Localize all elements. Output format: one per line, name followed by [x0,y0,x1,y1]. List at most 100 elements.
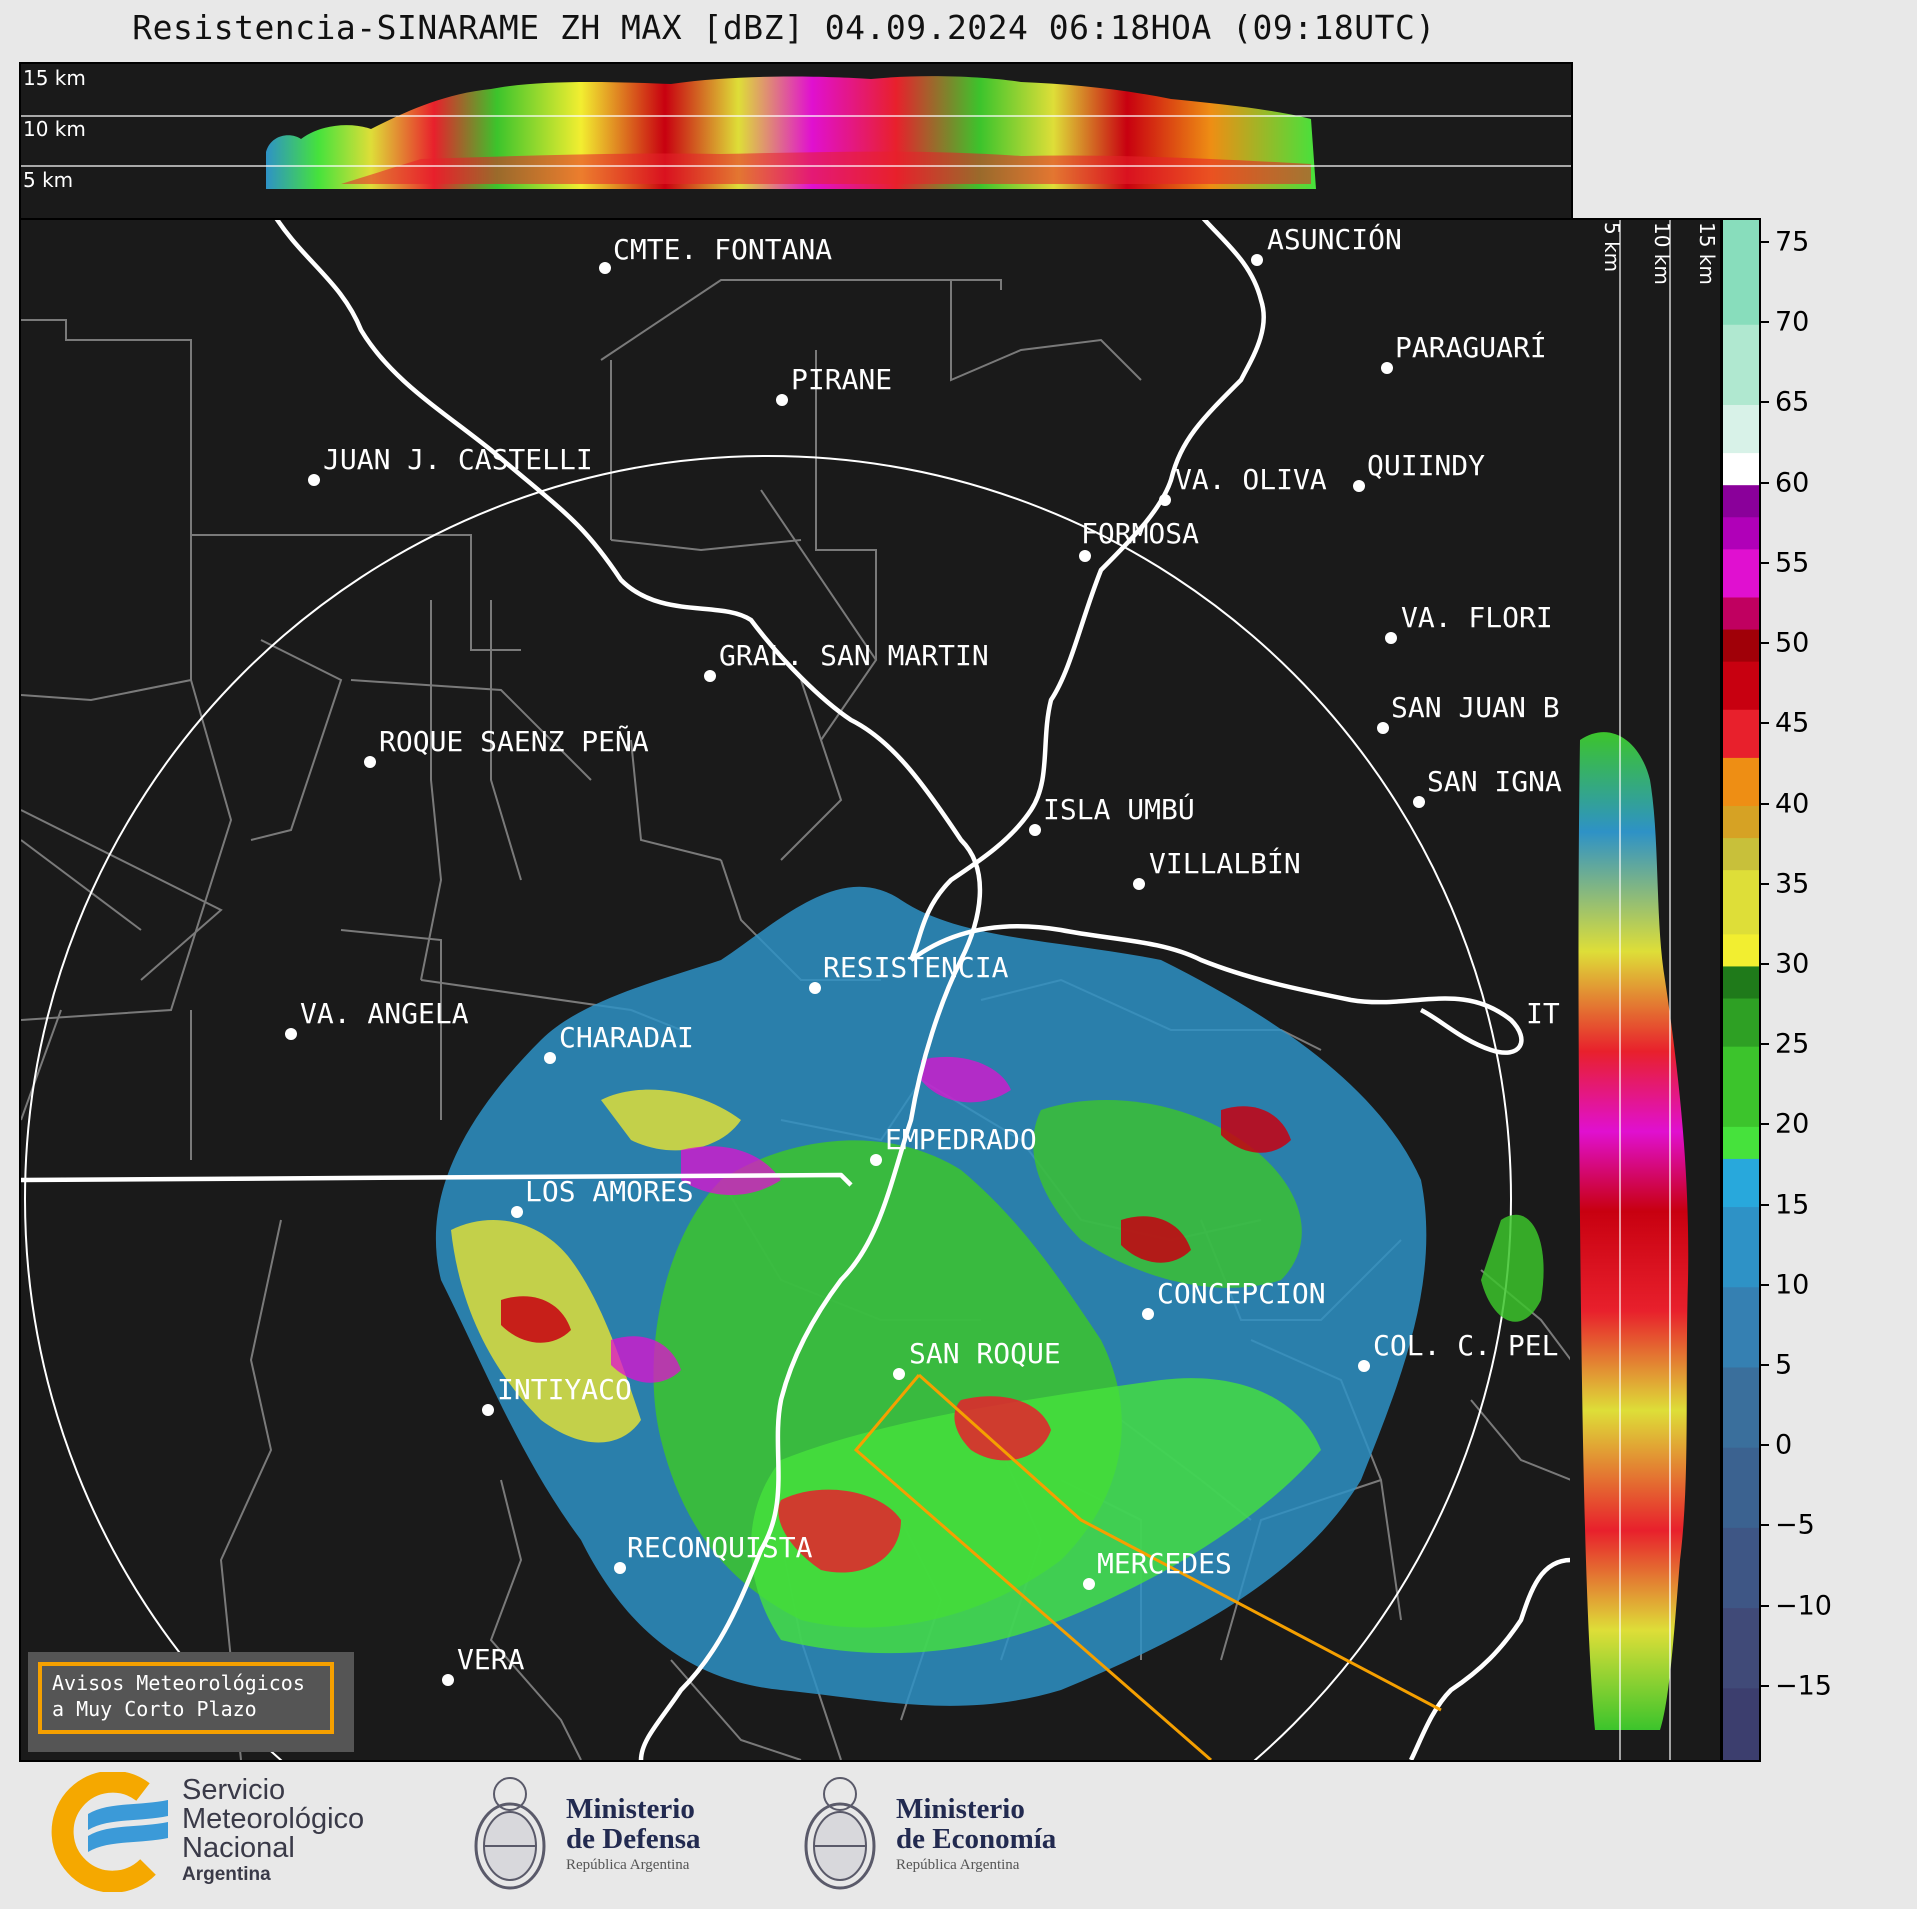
colorbar-band [1723,629,1759,662]
city-dot[interactable] [1413,796,1425,808]
city-dot[interactable] [1358,1360,1370,1372]
city-dot[interactable] [1079,550,1091,562]
city-label: VA. OLIVA [1175,463,1327,496]
colorbar-tick-mark [1759,802,1769,805]
city-dot[interactable] [308,474,320,486]
colorbar-tick-label: 25 [1775,1028,1810,1060]
city-dot[interactable] [704,670,716,682]
city-label: ROQUE SAENZ PEÑA [379,725,649,758]
colorbar-band [1723,324,1759,405]
city-dot[interactable] [1385,632,1397,644]
colorbar-tick-label: −5 [1775,1509,1815,1541]
colorbar-band [1723,837,1759,871]
economia-logo-text: Ministerio de Economía República Argenti… [896,1794,1056,1876]
smn-logo-text: Servicio Meteorológico Nacional Argentin… [182,1776,364,1887]
colorbar-band [1723,452,1759,486]
city-dot[interactable] [614,1562,626,1574]
smn-line4: Argentina [182,1864,271,1885]
radar-map-graphic [21,220,1571,1760]
colorbar-tick-mark [1759,1203,1769,1206]
colorbar-band [1723,805,1759,839]
city-label: CONCEPCION [1157,1277,1326,1310]
city-label: RESISTENCIA [823,951,1009,984]
city-dot[interactable] [364,756,376,768]
colorbar-band [1723,998,1759,1047]
map-title: Resistencia-SINARAME ZH MAX [dBZ] 04.09.… [132,8,1436,47]
city-label: MERCEDES [1097,1547,1232,1580]
economia-line2: de Economía [896,1823,1057,1855]
colorbar-tick-label: 20 [1775,1108,1810,1140]
range-ring [24,455,1512,1760]
city-dot[interactable] [809,982,821,994]
side-height-label-10: 10 km [1650,222,1674,285]
colorbar-band [1723,757,1759,807]
colorbar-tick-mark [1759,722,1769,725]
city-label: SAN IGNA [1427,765,1562,798]
colorbar-band [1723,661,1759,710]
top-height-profile: 15 km 10 km 5 km [19,62,1573,221]
colorbar-band [1723,1687,1759,1760]
city-dot[interactable] [544,1052,556,1064]
colorbar-tick-label: 75 [1775,226,1810,258]
colorbar-tick-label: −10 [1775,1590,1832,1622]
city-dot[interactable] [285,1028,297,1040]
defensa-line1: Ministerio [566,1793,695,1825]
colorbar-tick-label: 70 [1775,306,1810,338]
colorbar-tick-label: 55 [1775,547,1810,579]
colorbar-band [1723,1126,1759,1159]
city-label: FORMOSA [1081,517,1200,550]
colorbar-band [1723,1607,1759,1689]
colorbar-tick-label: −15 [1775,1670,1832,1702]
colorbar-band [1723,1366,1759,1448]
colorbar-band [1723,1158,1759,1208]
defensa-line2: de Defensa [566,1823,701,1855]
smn-logo-icon [51,1772,168,1892]
city-dot[interactable] [1353,480,1365,492]
city-label: SAN JUAN B [1391,691,1560,724]
colorbar-band [1723,709,1759,758]
side-profile-graphic [1578,220,1689,1760]
colorbar-band [1723,1527,1759,1609]
city-dot[interactable] [1377,722,1389,734]
city-dot[interactable] [1133,878,1145,890]
colorbar-tick-label: 0 [1775,1429,1793,1461]
city-dot[interactable] [599,262,611,274]
colorbar-band [1723,965,1759,999]
city-label: PIRANE [791,363,893,396]
colorbar-band [1723,1206,1759,1288]
city-dot[interactable] [1381,362,1393,374]
city-dot[interactable] [776,394,788,406]
radar-map[interactable]: CMTE. FONTANA ASUNCIÓN PIRANE PARAGUARÍ … [19,218,1573,1762]
colorbar-band [1723,933,1759,967]
city-dot[interactable] [1083,1578,1095,1590]
top-height-label-10: 10 km [23,117,86,141]
city-dot[interactable] [870,1154,882,1166]
colorbar-tick-mark [1759,561,1769,564]
city-dot[interactable] [511,1206,523,1218]
colorbar-tick-mark [1759,1444,1769,1447]
defensa-logo-text: Ministerio de Defensa República Argentin… [566,1794,701,1876]
colorbar-tick-mark [1759,642,1769,645]
side-height-label-5: 5 km [1600,222,1624,273]
avisos-frame[interactable]: Avisos Meteorológicos a Muy Corto Plazo [38,1662,334,1734]
city-dot[interactable] [1142,1308,1154,1320]
city-dot[interactable] [893,1368,905,1380]
city-dot[interactable] [482,1404,494,1416]
city-dot[interactable] [1029,824,1041,836]
city-dot[interactable] [442,1674,454,1686]
colorbar-tick-label: 10 [1775,1269,1810,1301]
colorbar-tick-label: 15 [1775,1189,1810,1221]
city-dot[interactable] [1159,494,1171,506]
smn-line1: Servicio [182,1774,286,1806]
avisos-box[interactable]: Avisos Meteorológicos a Muy Corto Plazo [28,1652,354,1752]
footer-logos: Servicio Meteorológico Nacional Argentin… [0,1760,1917,1909]
colorbar-tick-mark [1759,882,1769,885]
colorbar-band [1723,596,1759,630]
economia-line1: Ministerio [896,1793,1025,1825]
top-profile-graphic [21,76,1571,189]
colorbar-band [1723,1046,1759,1127]
colorbar-tick-mark [1759,1363,1769,1366]
city-label: ISLA UMBÚ [1043,793,1195,826]
city-label: RECONQUISTA [627,1531,813,1564]
city-dot[interactable] [1251,254,1263,266]
